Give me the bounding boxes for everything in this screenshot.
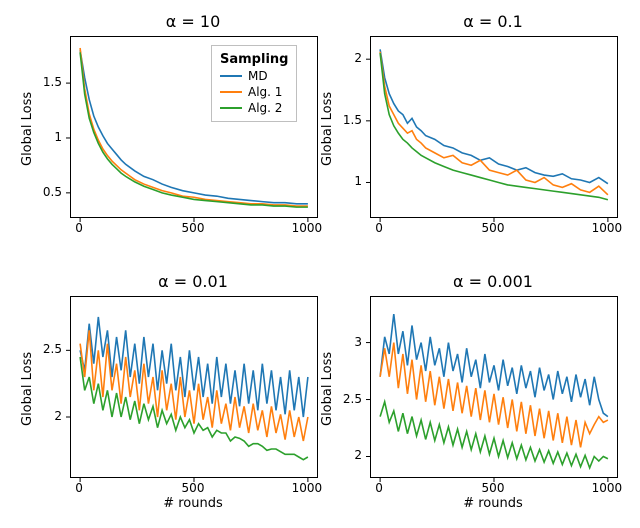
legend-item: Alg. 2 xyxy=(220,101,288,115)
y-axis-label: Global Loss xyxy=(20,92,35,166)
series-line-MD xyxy=(380,49,608,183)
y-tick-label: 2.5 xyxy=(43,343,62,355)
x-tick-label: 500 xyxy=(182,222,205,234)
y-tick-label: 1.5 xyxy=(343,114,362,126)
y-tick-label: 3 xyxy=(354,336,362,348)
y-axis-label: Global Loss xyxy=(320,92,335,166)
y-axis-label: Global Loss xyxy=(20,352,35,426)
legend-label: MD xyxy=(248,69,268,83)
series-line-MD xyxy=(380,314,608,417)
y-tick-label: 2 xyxy=(354,52,362,64)
panel-a10: Sampling MD Alg. 1 Alg. 2 xyxy=(70,36,318,218)
x-tick-label: 1000 xyxy=(592,222,623,234)
y-tick-label: 2 xyxy=(354,449,362,461)
y-tick-label: 1.5 xyxy=(43,76,62,88)
legend: Sampling MD Alg. 1 Alg. 2 xyxy=(211,45,297,122)
legend-swatch xyxy=(220,107,242,109)
panel-title: α = 0.1 xyxy=(463,12,523,31)
chart-svg xyxy=(371,297,617,477)
y-tick-label: 2.5 xyxy=(343,393,362,405)
legend-swatch xyxy=(220,91,242,93)
legend-item: Alg. 1 xyxy=(220,85,288,99)
series-line-Alg1 xyxy=(380,343,608,448)
legend-swatch xyxy=(220,75,242,77)
x-tick-label: 1000 xyxy=(292,222,323,234)
x-tick-label: 500 xyxy=(482,222,505,234)
x-tick-label: 0 xyxy=(375,222,383,234)
panel-title: α = 0.001 xyxy=(453,272,533,291)
x-tick-label: 500 xyxy=(182,482,205,494)
panel-a0001 xyxy=(370,296,618,478)
chart-svg xyxy=(371,37,617,217)
y-tick-label: 1 xyxy=(354,175,362,187)
panel-title: α = 10 xyxy=(166,12,220,31)
y-tick-label: 1 xyxy=(54,131,62,143)
x-tick-label: 500 xyxy=(482,482,505,494)
x-axis-label: # rounds xyxy=(463,496,523,511)
x-tick-label: 1000 xyxy=(592,482,623,494)
legend-label: Alg. 2 xyxy=(248,101,282,115)
legend-title: Sampling xyxy=(220,52,288,67)
panel-a01 xyxy=(370,36,618,218)
figure-root: Sampling MD Alg. 1 Alg. 2 α = 10 Global Loss 0… xyxy=(0,0,640,528)
x-tick-label: 0 xyxy=(75,482,83,494)
panel-a001 xyxy=(70,296,318,478)
y-tick-label: 0.5 xyxy=(43,186,62,198)
x-tick-label: 0 xyxy=(75,222,83,234)
y-axis-label: Global Loss xyxy=(320,352,335,426)
x-tick-label: 1000 xyxy=(292,482,323,494)
legend-label: Alg. 1 xyxy=(248,85,282,99)
panel-title: α = 0.01 xyxy=(158,272,228,291)
legend-item: MD xyxy=(220,69,288,83)
x-axis-label: # rounds xyxy=(163,496,223,511)
series-line-Alg2 xyxy=(380,53,608,200)
y-tick-label: 2 xyxy=(54,410,62,422)
chart-svg xyxy=(71,297,317,477)
x-tick-label: 0 xyxy=(375,482,383,494)
